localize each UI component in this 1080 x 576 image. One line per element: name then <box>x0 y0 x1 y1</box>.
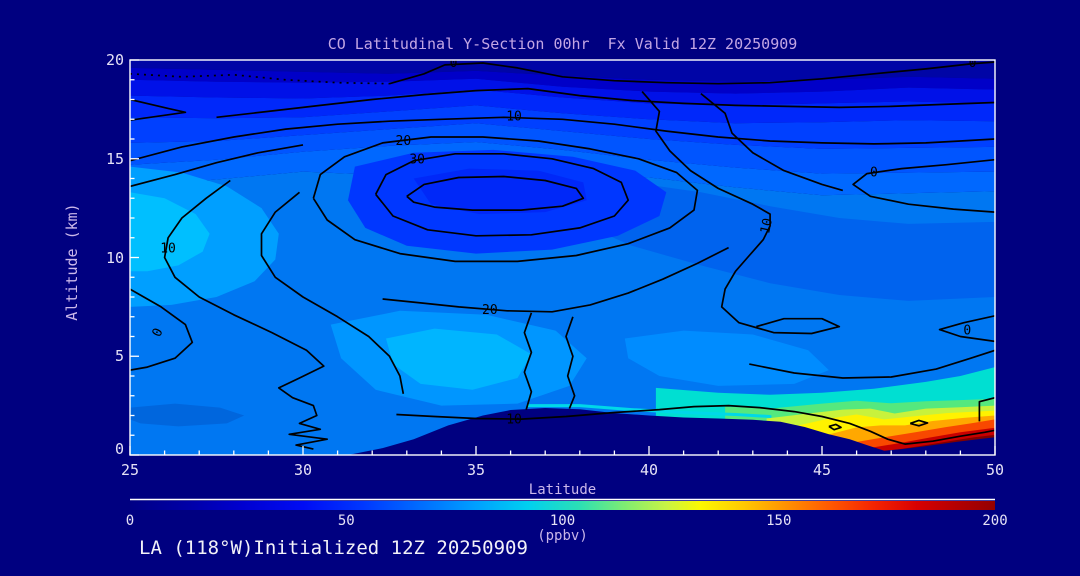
contour-line-forty-ring <box>406 175 585 211</box>
fill-band <box>130 89 995 124</box>
contour-label: 10 <box>506 412 522 427</box>
contour-line-zero-left-tongue <box>130 288 194 371</box>
contour-line-zero-tongue-right-mid <box>852 158 995 213</box>
colorbar-unit-label: (ppbv) <box>537 528 588 544</box>
contour-line-mid-vert-2 <box>565 316 576 409</box>
fill-band <box>130 123 995 174</box>
x-tick-label: 40 <box>639 461 659 479</box>
contour-line-twenty-lower <box>382 246 729 313</box>
fill-band <box>130 78 995 106</box>
y-axis-label: Altitude (km) <box>0 203 152 320</box>
colorbar-gradient <box>130 501 995 510</box>
contour-line-upper-mid <box>216 87 995 119</box>
y-axis-label-text: Altitude (km) <box>63 203 81 321</box>
contour-line-right-diag-2 <box>700 92 844 192</box>
contour-line-left-diag-1 <box>130 144 304 188</box>
contour-line-zero-top-left <box>130 72 390 85</box>
axis-ticks <box>129 59 996 456</box>
colorbar-tick-label: 150 <box>766 513 792 529</box>
contour-label: 0 <box>450 56 458 71</box>
x-tick-label: 45 <box>812 461 832 479</box>
colorbar-tick-label: 100 <box>549 513 576 529</box>
plot-title: CO Latitudinal Y-Section 00hr Fx Valid 1… <box>327 35 798 53</box>
contour-label: 0 <box>963 324 971 339</box>
fill-band <box>130 67 995 94</box>
contour-label: 20 <box>482 303 498 318</box>
y-tick-label: 5 <box>114 347 124 366</box>
contour-line-ten-upper <box>130 116 995 162</box>
y-tick-label: 20 <box>105 51 124 69</box>
contour-label: 10 <box>506 109 522 124</box>
fill-region-right-mid-dark <box>562 180 995 301</box>
contour-line-ten-bottom <box>396 404 995 445</box>
contour-line-right-diag-hook <box>641 91 841 335</box>
contour-label: 10 <box>160 242 176 257</box>
contour-line-zero-tongue-right-low <box>938 314 995 343</box>
y-tick-label: 15 <box>105 149 124 168</box>
fill-region-bottom-left-dark <box>130 403 245 427</box>
contour-line-zero-top <box>389 61 995 85</box>
x-axis-label: Latitude <box>528 482 597 498</box>
footer-annotation: LA (118°W)Initialized 12Z 20250909 <box>139 537 528 559</box>
y-tick-label: 0 <box>114 440 124 458</box>
fill-region-right-low-mid <box>624 330 829 386</box>
contour-line-left-wedge <box>130 98 187 122</box>
colorbar-tick-label: 0 <box>125 513 135 529</box>
fill-region-low-mid-brighter <box>386 328 532 390</box>
fill-band <box>130 105 995 149</box>
contour-line-twenty-ring <box>312 136 699 263</box>
y-tick-label: 10 <box>105 248 124 267</box>
colorbar-tick-label: 50 <box>337 513 355 529</box>
contour-label: 0 <box>969 56 977 71</box>
contour-line-right-edge-notch <box>978 396 995 422</box>
colorbar-tick-label: 200 <box>982 513 1008 529</box>
contour-line-thirty-ring <box>374 152 630 237</box>
fill-band <box>130 60 995 82</box>
contour-line-tiny-loop-1 <box>909 419 929 427</box>
x-tick-label: 50 <box>985 461 1005 479</box>
x-tick-label: 30 <box>293 461 313 479</box>
contour-label: 20 <box>396 134 412 149</box>
x-tick-label: 25 <box>120 461 140 479</box>
contour-label: 10 <box>758 217 776 235</box>
contour-line-left-diag-2 <box>260 191 405 394</box>
contour-line-right-mid-u <box>749 349 995 379</box>
contour-line-tiny-loop-2 <box>828 423 842 431</box>
contour-label: 30 <box>409 153 425 168</box>
contour-line-mid-vert-1 <box>523 312 533 410</box>
contour-label: 0 <box>870 166 878 181</box>
contour-line-ten-left-arc <box>163 179 329 450</box>
x-tick-label: 35 <box>466 461 486 479</box>
